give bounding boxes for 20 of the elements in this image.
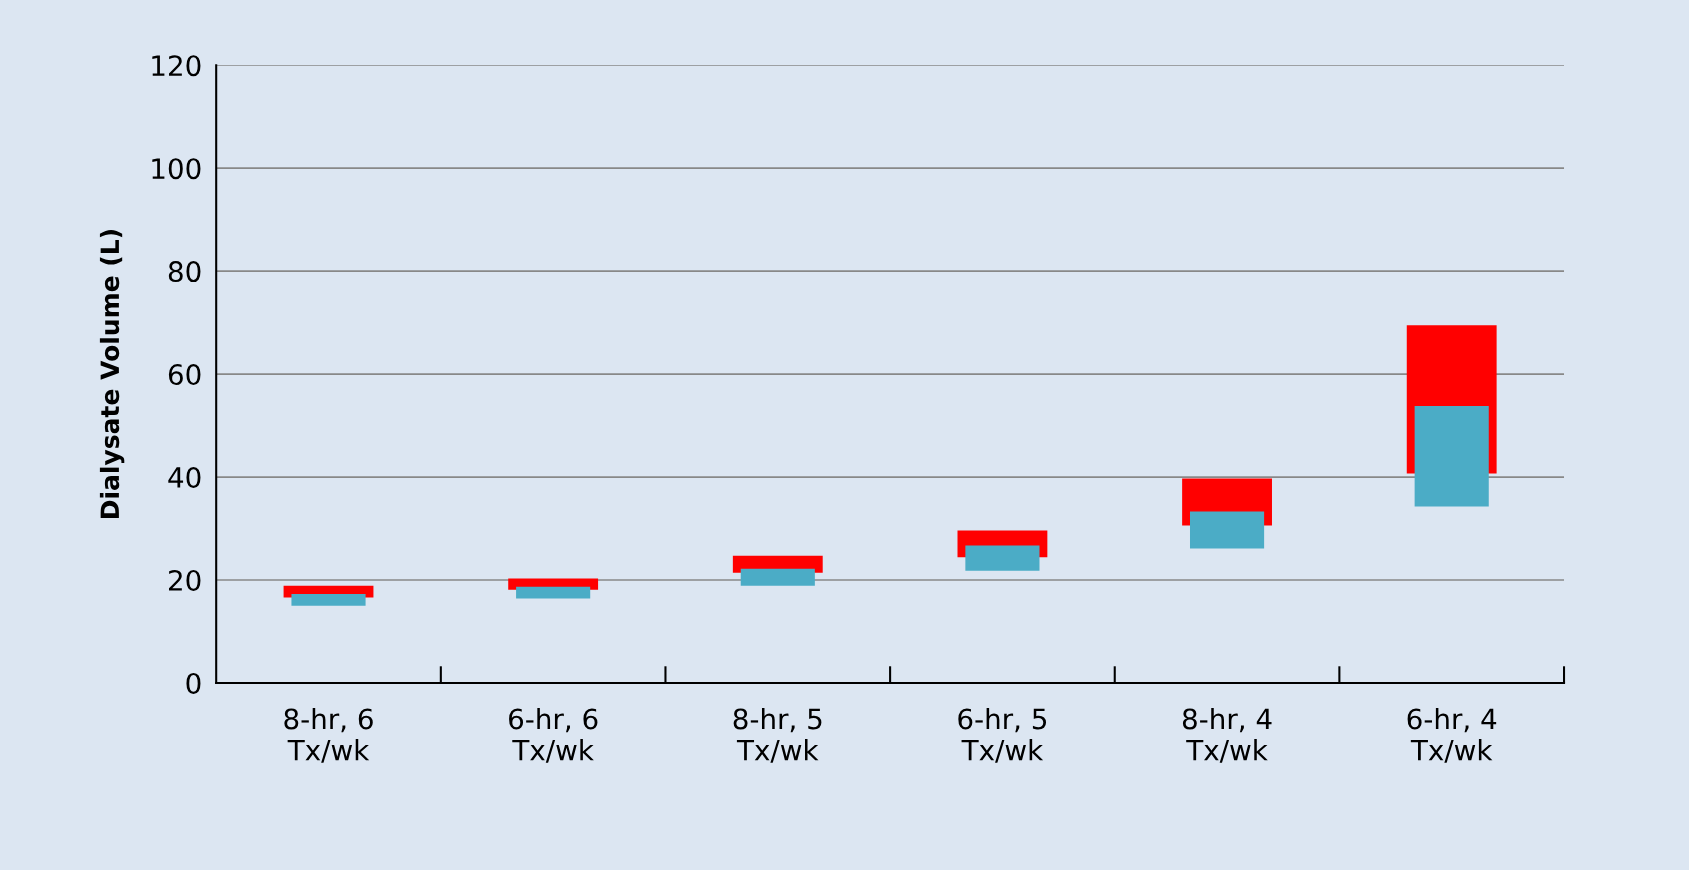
y-tick-label: 100 [152,158,201,180]
y-tick-label: 120 [152,55,201,77]
x-tick-label: 6-hr, 6 Tx/wk [509,707,598,763]
x-tick-label: 8-hr, 5 Tx/wk [733,707,822,763]
bar [516,586,591,599]
y-tick-label: 80 [168,261,201,283]
y-tick-label: 40 [168,466,201,488]
bar [1189,511,1265,549]
y-tick-label: 0 [186,672,201,694]
bar [965,545,1040,571]
bar [1414,406,1489,507]
x-tick-label: 8-hr, 6 Tx/wk [284,707,373,763]
x-tick-label: 6-hr, 4 Tx/wk [1407,707,1497,763]
y-axis-title: Dialysate Volume (L) [99,230,125,519]
bar [291,593,366,606]
bar [740,568,815,586]
y-tick-label: 20 [168,569,201,591]
x-tick-label: 8-hr, 4 Tx/wk [1182,707,1272,763]
x-tick-label: 6-hr, 5 Tx/wk [958,707,1047,763]
y-tick-label: 60 [168,364,201,386]
